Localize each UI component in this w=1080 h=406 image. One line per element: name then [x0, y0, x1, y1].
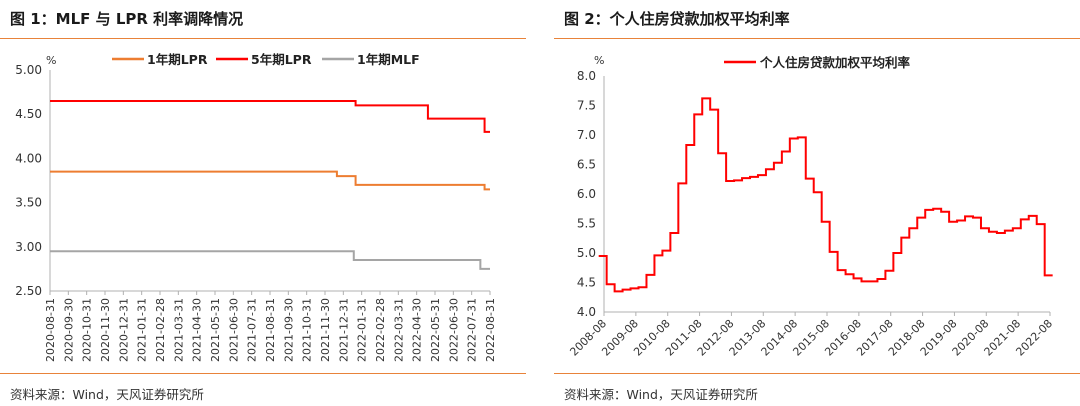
title-divider: [0, 38, 526, 39]
x-tick-label: 2020-10-31: [81, 298, 94, 362]
x-tick-label: 2022-01-31: [356, 298, 369, 362]
source-divider: [0, 373, 526, 374]
y-tick-label: 5.00: [15, 63, 42, 77]
y-tick-label: 4.0: [577, 305, 596, 319]
x-tick-label: 2022-05-31: [429, 298, 442, 362]
chart-panel-lpr-mlf: 图 1：MLF 与 LPR 利率调降情况 % 5.00 4.50 4.00 3.50 3.…: [0, 0, 526, 406]
series-line-1: [50, 170, 490, 191]
x-tick-label: 2022-07-31: [466, 298, 479, 362]
x-tick-label: 2022-02-28: [374, 298, 387, 362]
x-tick-label: 2022-06-30: [447, 298, 460, 362]
y-tick-label: 6.0: [577, 187, 596, 201]
legend-label: 5年期LPR: [251, 52, 312, 67]
x-tick-label: 2020-08-31: [44, 298, 57, 362]
series-line-1: [598, 97, 1053, 293]
y-tick-label: 8.0: [577, 69, 596, 83]
y-tick-label: 4.50: [15, 107, 42, 121]
x-tick-label: 2021-08-31: [264, 298, 277, 362]
x-tick-label: 2021-12-31: [337, 298, 350, 362]
x-tick-label: 2021-02-28: [154, 298, 167, 362]
x-tick-label: 2021-11-30: [319, 298, 332, 362]
x-tick-label: 2020-11-30: [99, 298, 112, 362]
x-tick-label: 2020-09-30: [62, 298, 75, 362]
y-tick-label: 6.5: [577, 158, 596, 172]
y-unit-label: %: [46, 54, 56, 67]
y-tick-label: 4.00: [15, 151, 42, 165]
x-tick-label: 2021-10-31: [301, 298, 314, 362]
legend-label: 1年期MLF: [357, 52, 420, 67]
y-tick-label: 5.0: [577, 246, 596, 260]
chart-panel-mortgage-rate: 图 2：个人住房贷款加权平均利率 % 8.0 7.5 7.0 6.5 6.0 5.5 5.0 4…: [554, 0, 1080, 406]
x-tick-label: 2021-07-31: [246, 298, 259, 362]
chart-title: 图 1：MLF 与 LPR 利率调降情况: [10, 10, 244, 28]
y-tick-label: 2.50: [15, 284, 42, 298]
x-tick-label: 2022-03-31: [392, 298, 405, 362]
x-tick-label: 2021-06-30: [227, 298, 240, 362]
x-tick-label: 2021-09-30: [282, 298, 295, 362]
y-tick-label: 3.50: [15, 196, 42, 210]
title-divider: [554, 38, 1080, 39]
y-tick-label: 5.5: [577, 217, 596, 231]
source-note: 资料来源：Wind，天风证券研究所: [10, 387, 204, 402]
y-tick-label: 4.5: [577, 276, 596, 290]
y-tick-label: 3.00: [15, 240, 42, 254]
source-divider: [554, 373, 1080, 374]
y-unit-label: %: [594, 54, 604, 67]
x-tick-label: 2022-08-31: [484, 298, 497, 362]
source-note: 资料来源：Wind，天风证券研究所: [564, 387, 758, 402]
series-line-2: [50, 99, 490, 133]
series-line-3: [50, 250, 490, 270]
x-tick-label: 2021-05-31: [209, 298, 222, 362]
x-tick-label: 2021-03-31: [172, 298, 185, 362]
x-tick-label: 2020-12-31: [117, 298, 130, 362]
chart-title: 图 2：个人住房贷款加权平均利率: [564, 10, 790, 28]
x-tick-label: 2021-04-30: [191, 298, 204, 362]
legend-label: 1年期LPR: [147, 52, 208, 67]
y-tick-label: 7.0: [577, 128, 596, 142]
legend-label: 个人住房贷款加权平均利率: [759, 55, 911, 70]
y-tick-label: 7.5: [577, 99, 596, 113]
x-tick-label: 2021-01-31: [136, 298, 149, 362]
chart-mortgage-rate: %8.07.57.06.56.05.55.04.54.02008-082009-…: [567, 54, 1055, 359]
x-tick-label: 2022-04-30: [411, 298, 424, 362]
